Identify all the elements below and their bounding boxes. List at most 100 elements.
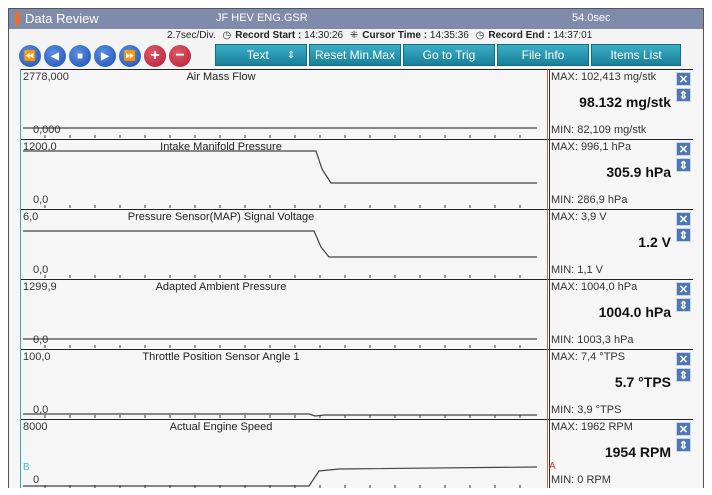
previous-button[interactable]: ◀ xyxy=(44,45,66,67)
reorder-icon[interactable]: ⇕ xyxy=(676,298,691,312)
channel-name: Adapted Ambient Pressure xyxy=(155,281,287,293)
channel-graph[interactable]: 2778,000 Air Mass Flow 0,000 xyxy=(21,69,549,139)
axis-max: 2778,000 xyxy=(23,71,69,83)
record-start: 14:30:26 xyxy=(304,30,344,41)
axis-max: 1299,9 xyxy=(23,281,57,293)
axis-min: 0 xyxy=(33,474,40,486)
zoom-out-button[interactable]: − xyxy=(169,45,191,67)
min-value: MIN: 1003,3 hPa xyxy=(551,334,634,346)
crosshair-icon: ⁜ xyxy=(349,30,359,41)
reorder-icon[interactable]: ⇕ xyxy=(676,158,691,172)
file-name: JF HEV ENG.GSR xyxy=(216,12,308,24)
rewind-button[interactable]: ⏪ xyxy=(19,45,41,67)
close-icon[interactable]: ✕ xyxy=(676,282,691,296)
max-value: MAX: 1004,0 hPa xyxy=(551,281,638,293)
channel-readout: MAX: 7,4 °TPS 5.7 °TPS MIN: 3,9 °TPS ✕ ⇕ xyxy=(547,349,693,419)
app-flag-icon xyxy=(15,12,20,25)
record-start-label: Record Start : xyxy=(235,30,302,41)
time-div: 2.7sec/Div. xyxy=(167,30,216,41)
record-end: 14:37:01 xyxy=(553,30,593,41)
current-value: 1954 RPM xyxy=(604,444,671,460)
duration: 54.0sec xyxy=(572,12,611,24)
signal-trace xyxy=(23,466,538,487)
axis-min: 0,0 xyxy=(33,264,49,276)
close-icon[interactable]: ✕ xyxy=(676,142,691,156)
axis-max: 100,0 xyxy=(23,351,51,363)
channel-name: Throttle Position Sensor Angle 1 xyxy=(142,351,300,363)
current-value: 1.2 V xyxy=(638,234,671,250)
clock-icon: ◷ xyxy=(222,30,232,41)
channel-graph[interactable]: 8000 Actual Engine Speed 0 xyxy=(21,419,549,489)
reorder-icon[interactable]: ⇕ xyxy=(676,88,691,102)
reorder-icon[interactable]: ⇕ xyxy=(676,228,691,242)
cursor-a-label: A xyxy=(549,461,556,472)
signal-trace xyxy=(23,150,537,184)
max-value: MAX: 3,9 V xyxy=(551,211,607,223)
items-list-button[interactable]: Items List xyxy=(591,44,681,66)
close-icon[interactable]: ✕ xyxy=(676,72,691,86)
channel-name: Air Mass Flow xyxy=(186,71,256,83)
close-icon[interactable]: ✕ xyxy=(676,422,691,436)
max-value: MAX: 102,413 mg/stk xyxy=(551,71,657,83)
min-value: MIN: 3,9 °TPS xyxy=(551,404,622,416)
cursor-time: 14:35:36 xyxy=(429,30,469,41)
channel-readout: MAX: 996,1 hPa 305.9 hPa MIN: 286,9 hPa … xyxy=(547,139,693,209)
axis-max: 8000 xyxy=(23,421,48,433)
axis-max: 6,0 xyxy=(23,211,39,223)
channel-readout: MAX: 102,413 mg/stk 98.132 mg/stk MIN: 8… xyxy=(547,69,693,139)
axis-min: 0,000 xyxy=(33,124,61,136)
channel-readout: MAX: 1004,0 hPa 1004.0 hPa MIN: 1003,3 h… xyxy=(547,279,693,349)
record-end-label: Record End : xyxy=(488,30,551,41)
channel-name: Pressure Sensor(MAP) Signal Voltage xyxy=(127,211,315,223)
text-mode-select[interactable]: Text ⇕ xyxy=(215,44,307,66)
close-icon[interactable]: ✕ xyxy=(676,352,691,366)
signal-trace xyxy=(23,230,537,258)
reset-min-max-button[interactable]: Reset Min.Max xyxy=(309,44,401,66)
cursor-time-label: Cursor Time : xyxy=(362,30,428,41)
sort-arrows-icon: ⇕ xyxy=(286,49,296,61)
axis-max: 1200,0 xyxy=(23,141,57,153)
axis-min: 0,0 xyxy=(33,334,49,346)
graph-area[interactable]: 2778,000 Air Mass Flow 0,000 MAX: 102,41… xyxy=(9,69,703,488)
min-value: MIN: 1,1 V xyxy=(551,264,603,276)
cursor-b-label: B xyxy=(23,462,30,473)
min-value: MIN: 0 RPM xyxy=(551,474,611,486)
current-value: 305.9 hPa xyxy=(606,164,671,180)
go-to-trig-button[interactable]: Go to Trig xyxy=(403,44,495,66)
close-icon[interactable]: ✕ xyxy=(676,212,691,226)
play-button[interactable]: ▶ xyxy=(94,45,116,67)
app-title: Data Review xyxy=(25,11,99,26)
max-value: MAX: 1962 RPM xyxy=(551,421,633,433)
min-value: MIN: 286,9 hPa xyxy=(551,194,628,206)
channel-graph[interactable]: 6,0 Pressure Sensor(MAP) Signal Voltage … xyxy=(21,209,549,279)
axis-min: 0,0 xyxy=(33,194,49,206)
axis-min: 0,0 xyxy=(33,404,49,416)
channel-name: Actual Engine Speed xyxy=(169,421,273,433)
current-value: 98.132 mg/stk xyxy=(579,94,671,110)
channel-graph[interactable]: 1299,9 Adapted Ambient Pressure 0,0 xyxy=(21,279,549,349)
clock-icon: ◷ xyxy=(475,30,485,41)
zoom-in-button[interactable]: + xyxy=(144,45,166,67)
cursor-b-line[interactable] xyxy=(20,69,21,488)
max-value: MAX: 996,1 hPa xyxy=(551,141,632,153)
stop-button[interactable]: ■ xyxy=(69,45,91,67)
signal-trace xyxy=(23,413,537,417)
traces xyxy=(23,127,538,488)
reorder-icon[interactable]: ⇕ xyxy=(676,438,691,452)
current-value: 5.7 °TPS xyxy=(614,374,671,390)
current-value: 1004.0 hPa xyxy=(598,304,671,320)
text-mode-label: Text xyxy=(246,48,269,62)
fast-forward-button[interactable]: ⏩ xyxy=(119,45,141,67)
reorder-icon[interactable]: ⇕ xyxy=(676,368,691,382)
file-info-button[interactable]: File Info xyxy=(497,44,589,66)
channel-graph[interactable]: 100,0 Throttle Position Sensor Angle 1 0… xyxy=(21,349,549,419)
data-review-window: Data Review JF HEV ENG.GSR 54.0sec 2.7se… xyxy=(8,8,704,488)
min-value: MIN: 82,109 mg/stk xyxy=(551,124,647,136)
cursor-a-line[interactable] xyxy=(547,69,548,488)
record-info: 2.7sec/Div. ◷ Record Start : 14:30:26 ⁜ Cu… xyxy=(167,30,596,41)
channel-readout: MAX: 3,9 V 1.2 V MIN: 1,1 V ✕ ⇕ xyxy=(547,209,693,279)
channel-graph[interactable]: 1200,0 Intake Manifold Pressure 0,0 xyxy=(21,139,549,209)
channel-name: Intake Manifold Pressure xyxy=(160,141,282,153)
channel-readout: MAX: 1962 RPM 1954 RPM MIN: 0 RPM ✕ ⇕ xyxy=(547,419,693,489)
panel-divider xyxy=(549,69,550,488)
